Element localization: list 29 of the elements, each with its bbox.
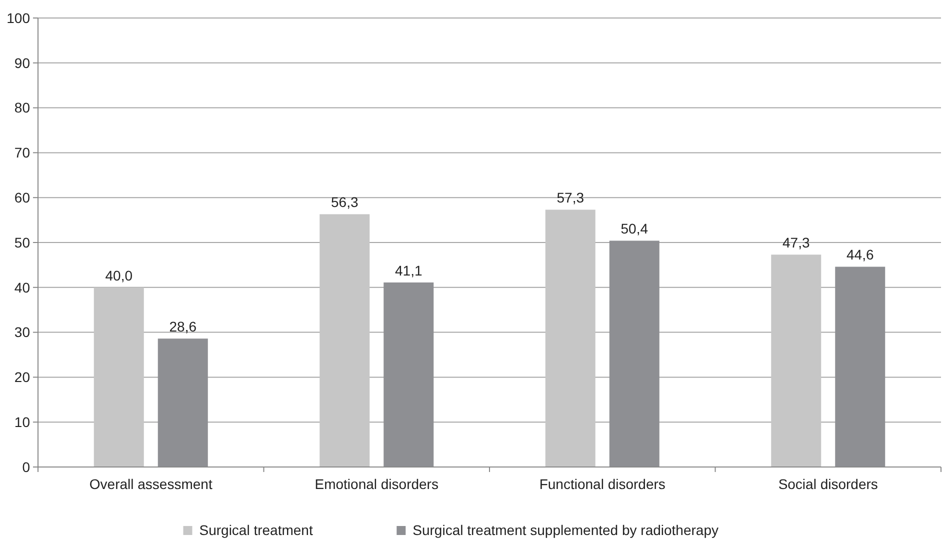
legend-label: Surgical treatment [199, 522, 313, 538]
data-label: 57,3 [556, 190, 584, 206]
y-tick-label: 70 [14, 144, 30, 161]
data-label: 41,1 [395, 262, 422, 278]
y-tick-label: 60 [14, 190, 30, 206]
y-tick-label: 40 [14, 279, 30, 296]
y-tick-label: 50 [14, 234, 30, 250]
legend-label: Surgical treatment supplemented by radiotherapy [412, 522, 718, 538]
y-tick-label: 0 [22, 458, 30, 475]
x-tick-label: Social disorders [778, 476, 878, 492]
bar [545, 210, 596, 467]
y-tick-label: 10 [14, 414, 30, 430]
y-tick-label: 20 [14, 369, 30, 386]
bar [771, 254, 822, 467]
bar [320, 214, 370, 467]
x-tick-label: Emotional disorders [314, 476, 438, 492]
x-tick-label: Functional disorders [539, 476, 666, 492]
data-label: 40,0 [105, 267, 133, 284]
y-tick-label: 90 [14, 54, 30, 71]
y-tick-label: 100 [6, 10, 30, 26]
bar [94, 287, 144, 467]
data-label: 44,6 [846, 246, 874, 263]
data-label: 50,4 [620, 220, 648, 237]
data-label: 47,3 [782, 234, 810, 251]
data-label: 56,3 [331, 194, 358, 210]
y-tick-label: 80 [14, 100, 30, 116]
data-label: 28,6 [169, 318, 197, 335]
x-tick-label: Overall assessment [89, 476, 212, 492]
y-tick-label: 30 [14, 324, 30, 340]
